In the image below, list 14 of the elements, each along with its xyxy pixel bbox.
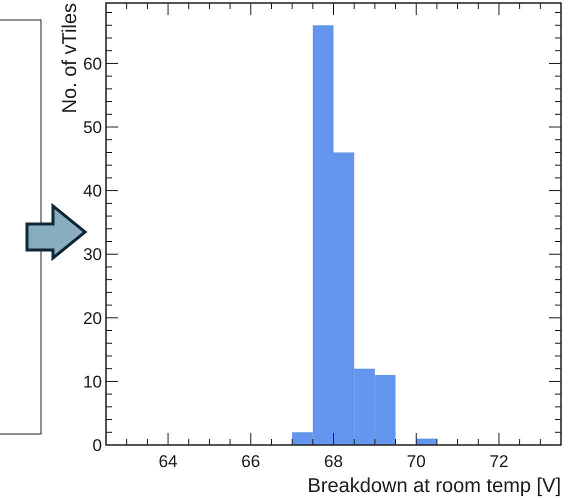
x-tick-label: 66: [241, 452, 260, 471]
y-axis-title: No. of vTiles: [59, 3, 81, 114]
y-tick-label: 60: [83, 54, 102, 74]
y-tick-label: 10: [83, 372, 102, 392]
y-tick-label: 30: [83, 245, 102, 264]
x-tick-label: 72: [489, 452, 508, 471]
y-tick-label: 0: [92, 436, 102, 455]
x-tick-label: 68: [324, 452, 343, 471]
y-tick-label: 20: [83, 308, 102, 328]
y-tick-label: 40: [83, 182, 102, 201]
y-tick-label: 50: [83, 118, 102, 138]
x-tick-label: 70: [406, 452, 426, 471]
x-tick-label: 64: [158, 452, 178, 471]
x-axis-title: Breakdown at room temp [V]: [308, 475, 561, 497]
